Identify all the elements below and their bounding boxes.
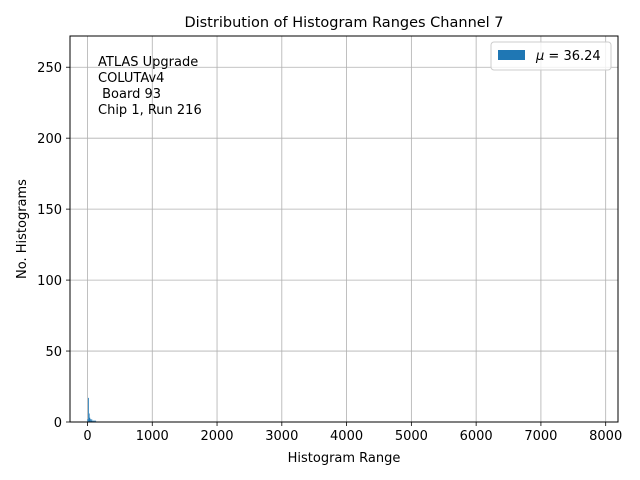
x-tick-label: 8000 <box>589 429 622 444</box>
x-tick-label: 4000 <box>330 429 363 444</box>
legend-mu-symbol: μ <box>535 49 544 64</box>
x-tick-label: 6000 <box>460 429 493 444</box>
grid-lines <box>70 36 618 423</box>
histogram-bar <box>89 417 91 422</box>
y-tick-label: 0 <box>54 416 62 431</box>
legend-box <box>490 41 612 71</box>
y-tick-label: 100 <box>37 274 62 289</box>
histogram-bar <box>87 419 89 422</box>
histogram-bar <box>93 420 95 422</box>
histogram-bar <box>88 413 90 422</box>
histogram-bar <box>90 420 92 422</box>
x-tick-label: 1000 <box>136 429 169 444</box>
chart-title: Distribution of Histogram Ranges Channel… <box>184 15 503 31</box>
histogram-bars <box>87 397 97 422</box>
annotation-line-3: Board 93 <box>98 87 161 102</box>
annotation-line-4: Chip 1, Run 216 <box>98 103 202 118</box>
annotation-block: ATLAS Upgrade COLUTAv4 Board 93 Chip 1, … <box>98 55 202 118</box>
x-tick-label: 5000 <box>395 429 428 444</box>
legend-label: μ = 36.24 <box>535 49 601 64</box>
y-tick-label: 150 <box>37 203 62 218</box>
y-axis-label: No. Histograms <box>15 179 30 279</box>
y-tick-label: 50 <box>45 345 62 360</box>
legend-mu-value: = 36.24 <box>544 49 600 64</box>
histogram-bar <box>88 397 89 422</box>
annotation-line-2: COLUTAv4 <box>98 71 164 86</box>
histogram-bar <box>91 419 93 422</box>
x-tick-label: 2000 <box>200 429 233 444</box>
x-tick-label: 3000 <box>265 429 298 444</box>
x-axis-label: Histogram Range <box>288 451 401 466</box>
x-tick-label: 0 <box>83 429 91 444</box>
legend-swatch <box>498 50 525 60</box>
plot-frame <box>69 35 619 423</box>
legend: μ = 36.24 <box>490 41 612 71</box>
annotation-line-1: ATLAS Upgrade <box>98 55 198 70</box>
x-tick-label: 7000 <box>524 429 557 444</box>
histogram-bar <box>92 420 94 422</box>
y-tick-label: 250 <box>37 61 62 76</box>
histogram-bar <box>90 419 91 422</box>
y-tick-label: 200 <box>37 132 62 147</box>
histogram-bar <box>92 420 93 422</box>
x-axis-ticks: 0 1000 2000 3000 4000 5000 6000 7000 8000 <box>83 422 622 444</box>
y-axis-ticks: 0 50 100 150 200 250 <box>37 61 70 431</box>
histogram-bar <box>95 420 97 422</box>
